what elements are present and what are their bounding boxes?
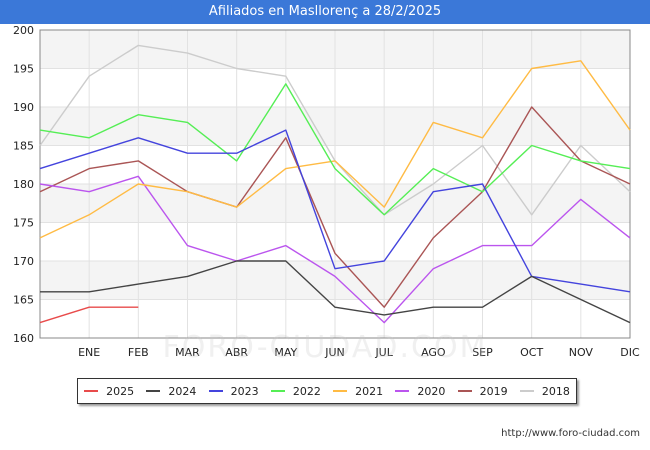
legend-item-2020: 2020 (395, 385, 445, 398)
x-tick-label: JUL (374, 346, 393, 359)
y-tick-label: 190 (13, 101, 34, 114)
series-line-2019 (39, 106, 631, 308)
legend-item-2023: 2023 (208, 384, 259, 398)
series-line-2025 (39, 306, 139, 324)
series-line-2021 (39, 60, 631, 239)
x-tick-label: AGO (421, 346, 446, 359)
y-tick-label: 160 (13, 332, 34, 345)
x-tick-label: ABR (225, 346, 248, 359)
legend-item-2021: 2021 (333, 385, 383, 398)
x-tick-label: JUN (324, 346, 345, 359)
x-tick-label: MAR (175, 346, 200, 359)
legend-swatch (395, 390, 410, 392)
legend-label: 2022 (292, 384, 321, 398)
legend-item-2024: 2024 (146, 385, 196, 398)
watermark: FORO-CIUDAD.COM (162, 330, 488, 365)
legend-label: 2023 (230, 384, 259, 398)
y-tick-label: 185 (13, 140, 34, 153)
y-tick-label: 175 (13, 217, 34, 230)
y-tick-label: 200 (13, 24, 34, 37)
legend-item-2018: 2018 (519, 384, 570, 398)
y-tick-label: 180 (13, 178, 34, 191)
legend: 2025 2024 2023 2022 2021 2020 2019 2018 (77, 378, 577, 404)
legend-label: 2019 (479, 384, 508, 398)
x-tick-label: FEB (128, 346, 149, 359)
x-tick-label: OCT (520, 346, 543, 359)
legend-swatch (146, 390, 161, 392)
x-tick-label: NOV (569, 346, 594, 359)
chart-title: Afiliados en Masllorenç a 28/2/2025 (0, 0, 650, 24)
legend-item-2025: 2025 (84, 385, 134, 398)
x-tick-label: DIC (620, 346, 640, 359)
legend-item-2019: 2019 (457, 384, 508, 398)
series-line-2022 (39, 83, 631, 216)
legend-swatch (208, 390, 223, 392)
y-tick-label: 170 (13, 255, 34, 268)
series-lines (39, 44, 631, 324)
y-tick-label: 165 (13, 294, 34, 307)
legend-swatch (457, 390, 472, 392)
x-tick-label: ENE (78, 346, 100, 359)
legend-swatch (333, 390, 348, 392)
legend-label: 2020 (417, 384, 446, 398)
x-tick-label: SEP (472, 346, 493, 359)
legend-label: 2018 (541, 384, 570, 398)
y-axis: 160 165 170 175 180 185 190 195 200 (13, 24, 34, 345)
legend-swatch (84, 390, 99, 392)
legend-item-2022: 2022 (270, 384, 321, 398)
line-chart: 160 165 170 175 180 185 190 195 200 ENE FEB MAR ABR… (13, 24, 640, 359)
legend-label: 2024 (168, 384, 197, 398)
legend-label: 2021 (355, 384, 384, 398)
legend-swatch (270, 390, 285, 392)
y-tick-label: 195 (13, 63, 34, 76)
footer-url: http://www.foro-ciudad.com (501, 428, 640, 439)
series-line-2024 (40, 260, 631, 324)
legend-label: 2025 (106, 384, 135, 398)
x-tick-label: MAY (274, 346, 297, 359)
legend-swatch (519, 390, 534, 392)
x-axis: ENE FEB MAR ABR MAY JUN JUL AGO SEP OCT NOV DIC (78, 346, 640, 359)
series-line-2020 (39, 175, 631, 324)
